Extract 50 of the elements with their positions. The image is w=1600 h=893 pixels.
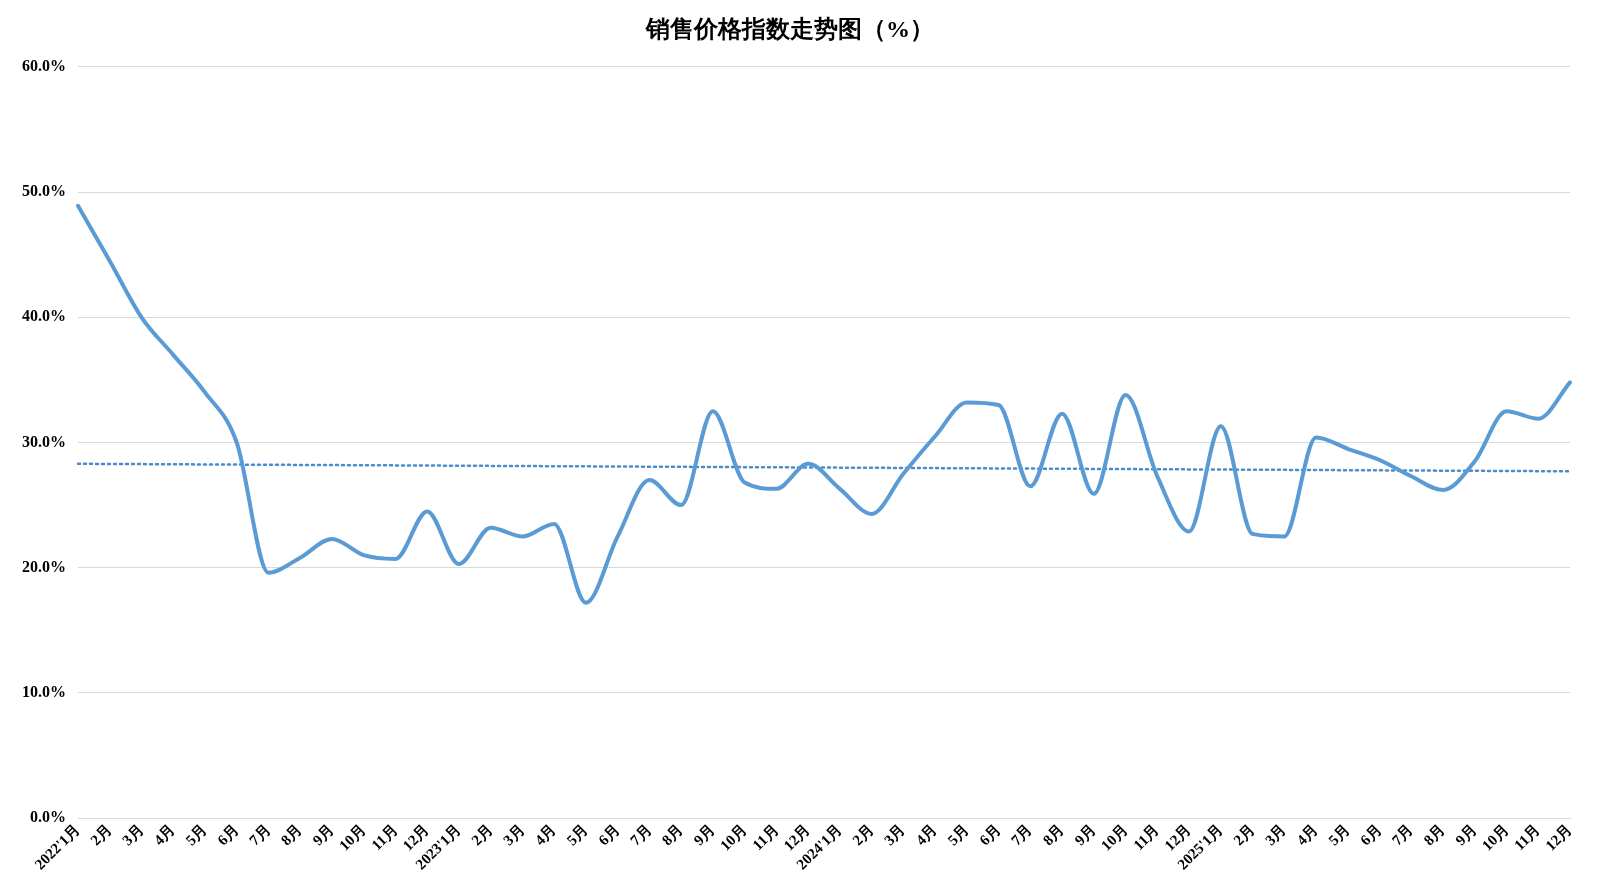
x-tick-label: 8月 <box>277 821 306 849</box>
x-tick-label: 2月 <box>1230 821 1258 849</box>
x-tick-label: 2月 <box>87 821 115 849</box>
x-tick-label: 10月 <box>336 821 369 854</box>
x-tick-label: 10月 <box>1097 821 1131 854</box>
chart-title: 销售价格指数走势图（%） <box>645 15 934 42</box>
x-tick-label: 9月 <box>1071 821 1099 849</box>
x-tick-label: 7月 <box>246 821 274 849</box>
y-tick-label: 30.0% <box>22 432 66 450</box>
x-tick-label: 2月 <box>468 821 496 849</box>
x-tick-label: 4月 <box>912 821 940 849</box>
x-tick-label: 3月 <box>881 821 909 849</box>
x-tick-label: 11月 <box>749 821 782 854</box>
x-tick-label: 11月 <box>1511 821 1544 854</box>
y-tick-label: 0.0% <box>30 808 66 826</box>
y-tick-label: 20.0% <box>22 557 66 575</box>
x-tick-label: 6月 <box>976 821 1004 849</box>
y-tick-label: 50.0% <box>22 182 66 200</box>
x-tick-label: 4月 <box>1293 821 1321 849</box>
x-tick-label: 9月 <box>1452 821 1480 849</box>
x-tick-label: 3月 <box>500 821 528 849</box>
x-tick-label: 8月 <box>1420 821 1448 849</box>
x-tick-label: 3月 <box>1261 821 1290 849</box>
x-tick-label: 9月 <box>309 821 337 849</box>
x-tick-label: 6月 <box>1357 821 1385 849</box>
x-tick-label: 7月 <box>1388 821 1417 849</box>
x-tick-label: 12月 <box>1542 821 1575 854</box>
y-tick-label: 60.0% <box>22 56 66 74</box>
x-tick-label: 11月 <box>1130 821 1163 854</box>
x-tick-label: 3月 <box>119 821 147 849</box>
x-tick-label: 5月 <box>182 821 210 849</box>
x-tick-label: 11月 <box>368 821 401 854</box>
line-series <box>76 203 1572 605</box>
x-tick-label: 4月 <box>531 821 560 849</box>
x-tick-label: 5月 <box>563 821 591 849</box>
x-tick-label: 10月 <box>716 821 750 854</box>
x-tick-label: 7月 <box>627 821 655 849</box>
x-tick-label: 10月 <box>1478 821 1512 854</box>
x-tick-label: 8月 <box>1039 821 1067 849</box>
x-tick-label: 7月 <box>1007 821 1036 849</box>
x-tick-label: 8月 <box>658 821 687 849</box>
x-tick-label: 5月 <box>944 821 972 849</box>
y-tick-label: 10.0% <box>22 683 66 701</box>
x-tick-label: 6月 <box>595 821 623 849</box>
x-tick-label: 5月 <box>1325 821 1353 849</box>
x-tick-label: 2月 <box>849 821 877 849</box>
y-tick-label: 40.0% <box>22 307 66 325</box>
x-tick-label: 4月 <box>150 821 179 849</box>
x-tick-label: 6月 <box>214 821 242 849</box>
x-tick-label: 9月 <box>690 821 718 849</box>
